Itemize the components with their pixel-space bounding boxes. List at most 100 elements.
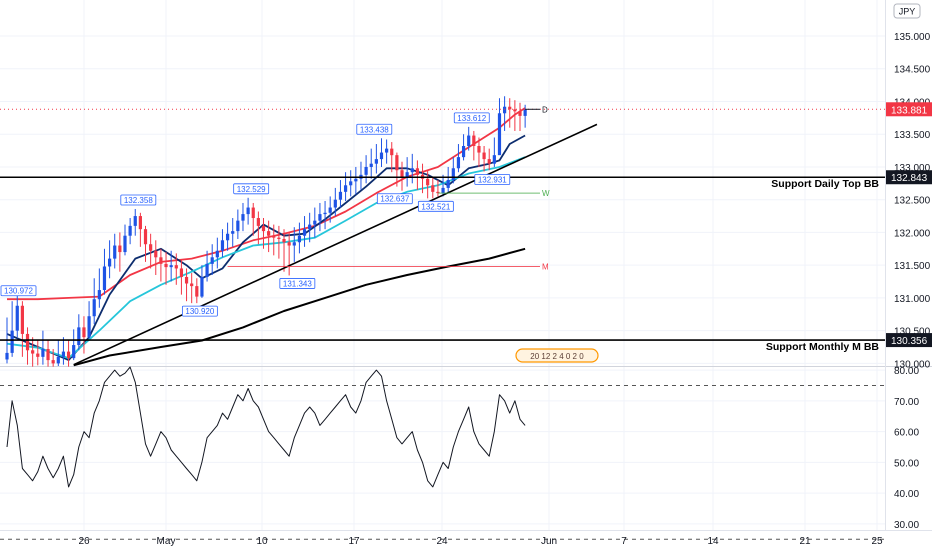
time-tick-label: May [157, 536, 176, 547]
candle-body [385, 148, 389, 153]
time-tick-label: 14 [707, 536, 719, 547]
swing-label-box [120, 194, 157, 206]
candle-body [15, 305, 19, 331]
candle-body [431, 185, 435, 192]
candle-body [128, 225, 132, 236]
swing-label: 131.343 [283, 279, 312, 288]
moving-average-line [73, 247, 526, 367]
time-tick-label: 25 [871, 536, 883, 547]
candle-body [441, 187, 445, 194]
candle-body [487, 159, 491, 164]
trendline [73, 123, 598, 366]
rsi-tick-label: 60.00 [894, 428, 919, 439]
swing-label-box [417, 200, 454, 212]
price-grid [0, 0, 932, 530]
candle-body [343, 185, 348, 192]
currency-label: JPY [899, 7, 916, 17]
moving-average-line [6, 134, 526, 362]
rsi-tick-label: 50.00 [894, 458, 919, 469]
candle-body [174, 265, 178, 269]
rsi-line [6, 366, 526, 488]
candle-body [133, 216, 137, 226]
candle-body [159, 257, 163, 264]
time-tick-label: 7 [621, 536, 627, 547]
candle-body [497, 113, 502, 156]
axes[interactable]: JPY135.000134.500134.000133.500133.00013… [0, 3, 932, 547]
candle-body [379, 152, 384, 160]
candle-body [446, 180, 450, 188]
candle-body [405, 172, 409, 177]
level-price-tag [886, 170, 932, 185]
price-tick-label: 133.500 [894, 130, 931, 141]
candle-body [210, 257, 214, 264]
timeframe-marker: D [542, 105, 548, 114]
candle-body [195, 286, 199, 297]
level-price-value: 130.356 [891, 336, 928, 347]
candle-body [205, 263, 209, 277]
candle-body [349, 181, 353, 186]
candle-body [400, 170, 404, 177]
candle-body [282, 238, 286, 243]
candle-body [10, 330, 14, 353]
price-pane[interactable]: Support Daily Top BB Support Monthly M BB… [0, 0, 932, 530]
candle-body [261, 225, 266, 232]
rsi-tick-label: 70.00 [894, 397, 919, 408]
candle-body [436, 191, 440, 194]
candle-body [518, 111, 522, 116]
candle-body [369, 163, 373, 167]
candle-body [390, 148, 394, 156]
candle-body [41, 348, 45, 357]
level-price-tag [886, 333, 932, 348]
price-tick-label: 131.500 [894, 261, 931, 272]
candle-body [354, 178, 358, 182]
candle-body [113, 245, 117, 259]
candle-body [87, 316, 91, 338]
candle-body [513, 109, 517, 112]
candle-body [51, 360, 55, 364]
events-badge [515, 348, 599, 363]
candle-body [200, 276, 204, 297]
candle-body [231, 231, 235, 234]
candle-body [503, 106, 507, 114]
candle-body [267, 231, 271, 236]
rsi-tick-label: 80.00 [894, 366, 919, 377]
candle-body [302, 229, 307, 236]
price-tick-label: 131.000 [894, 294, 931, 305]
candle-body [25, 333, 30, 351]
candle-body [410, 168, 414, 173]
candle-body [66, 351, 71, 359]
candle-body [102, 266, 107, 291]
currency-badge [893, 3, 921, 19]
candle-body [395, 155, 399, 171]
candle-body [508, 106, 512, 110]
candle-body [149, 244, 153, 251]
rsi-pane[interactable] [0, 366, 885, 540]
price-tick-label: 134.500 [894, 65, 931, 76]
candle-body [56, 356, 60, 364]
candle-body [467, 135, 471, 147]
swing-label-box [0, 285, 37, 297]
price-tick-label: 135.000 [894, 32, 931, 43]
candle-body [97, 290, 101, 300]
candle-body [256, 218, 260, 226]
candle-body [477, 146, 481, 153]
candle-body [297, 235, 302, 243]
drawings: Support Daily Top BB Support Monthly M BB… [0, 105, 885, 366]
candle-body [179, 268, 184, 277]
candle-body [225, 233, 230, 241]
candle-body [169, 265, 173, 268]
time-tick-label: 26 [78, 536, 90, 547]
candle-body [318, 214, 322, 221]
candle-body [123, 235, 127, 253]
candle-body [82, 327, 86, 338]
price-tick-label: 130.000 [894, 359, 931, 370]
candle-body [313, 220, 317, 225]
moving-averages [6, 107, 526, 367]
time-tick-label: 17 [348, 536, 360, 547]
candle-body [277, 237, 281, 239]
swing-label-box [279, 278, 316, 289]
candle-body [246, 207, 250, 215]
candle-body [20, 305, 24, 334]
candle-body [451, 168, 455, 181]
